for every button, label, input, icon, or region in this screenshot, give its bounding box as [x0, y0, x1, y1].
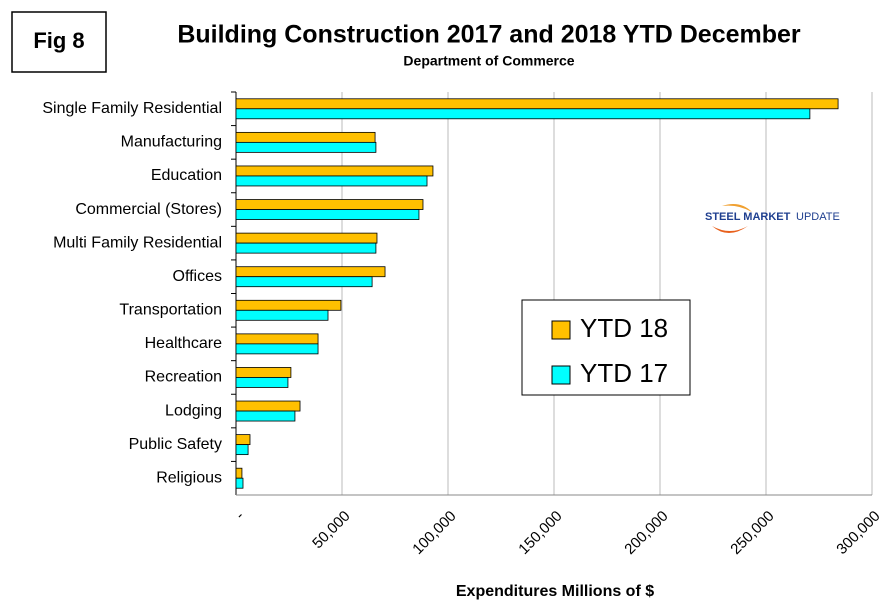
logo-swoosh — [722, 204, 752, 212]
y-tick-label: Recreation — [145, 369, 222, 386]
bar — [235, 299, 342, 311]
bar — [235, 444, 249, 456]
x-tick-label: 150,000 — [515, 508, 565, 558]
y-tick-label: Education — [151, 167, 222, 184]
y-tick-label: Commercial (Stores) — [75, 201, 222, 218]
plot — [231, 91, 873, 496]
bar — [235, 175, 428, 187]
legend-label: YTD 18 — [580, 313, 668, 343]
bar — [235, 333, 319, 345]
bar — [235, 309, 329, 321]
x-tick-label: 250,000 — [727, 508, 777, 558]
bar — [235, 108, 811, 120]
y-tick-label: Single Family Residential — [42, 100, 222, 117]
x-axis-label: Expenditures Millions of $ — [456, 583, 654, 600]
bar — [235, 165, 434, 177]
bar — [235, 400, 301, 412]
bar — [235, 98, 839, 110]
y-tick-label: Public Safety — [129, 436, 222, 453]
bar — [235, 477, 244, 489]
bar — [235, 276, 373, 288]
y-tick-label: Manufacturing — [121, 134, 222, 151]
logo-text: STEEL MARKET — [705, 211, 791, 223]
bar — [235, 266, 386, 278]
bar — [235, 199, 424, 210]
bar — [235, 467, 243, 479]
legend: YTD 18 YTD 17 — [521, 299, 691, 396]
legend-box — [521, 299, 691, 396]
bar — [235, 367, 292, 378]
x-tick-label: 50,000 — [309, 508, 353, 552]
x-tick-label: 100,000 — [409, 508, 459, 558]
bar — [235, 343, 319, 355]
x-tick-label: 200,000 — [621, 508, 671, 558]
y-tick-label: Healthcare — [145, 335, 222, 352]
legend-swatch — [551, 320, 571, 340]
chart-subtitle: Department of Commerce — [403, 53, 574, 69]
y-tick-label: Multi Family Residential — [53, 234, 222, 251]
bar — [235, 410, 296, 422]
fig-label: Fig 8 — [33, 28, 84, 53]
x-tick-label: 300,000 — [833, 508, 883, 558]
y-tick-label: Transportation — [119, 302, 222, 319]
legend-swatch — [551, 365, 571, 385]
bar — [235, 131, 376, 143]
logo-swoosh — [712, 226, 748, 233]
bar — [235, 232, 378, 244]
bar — [235, 242, 377, 254]
y-tick-label: Lodging — [165, 402, 222, 419]
y-tick-label: Religious — [156, 469, 222, 486]
logo: STEEL MARKET UPDATE — [705, 204, 840, 233]
bar — [235, 434, 251, 446]
bar — [235, 141, 377, 153]
chart-title: Building Construction 2017 and 2018 YTD … — [177, 21, 801, 49]
y-tick-label: Offices — [173, 268, 223, 285]
fig-box — [11, 11, 107, 73]
legend-label: YTD 17 — [580, 358, 668, 388]
bar — [235, 209, 420, 220]
x-tick-label: - — [232, 508, 248, 524]
logo-text: UPDATE — [796, 211, 840, 223]
bar — [235, 377, 289, 388]
